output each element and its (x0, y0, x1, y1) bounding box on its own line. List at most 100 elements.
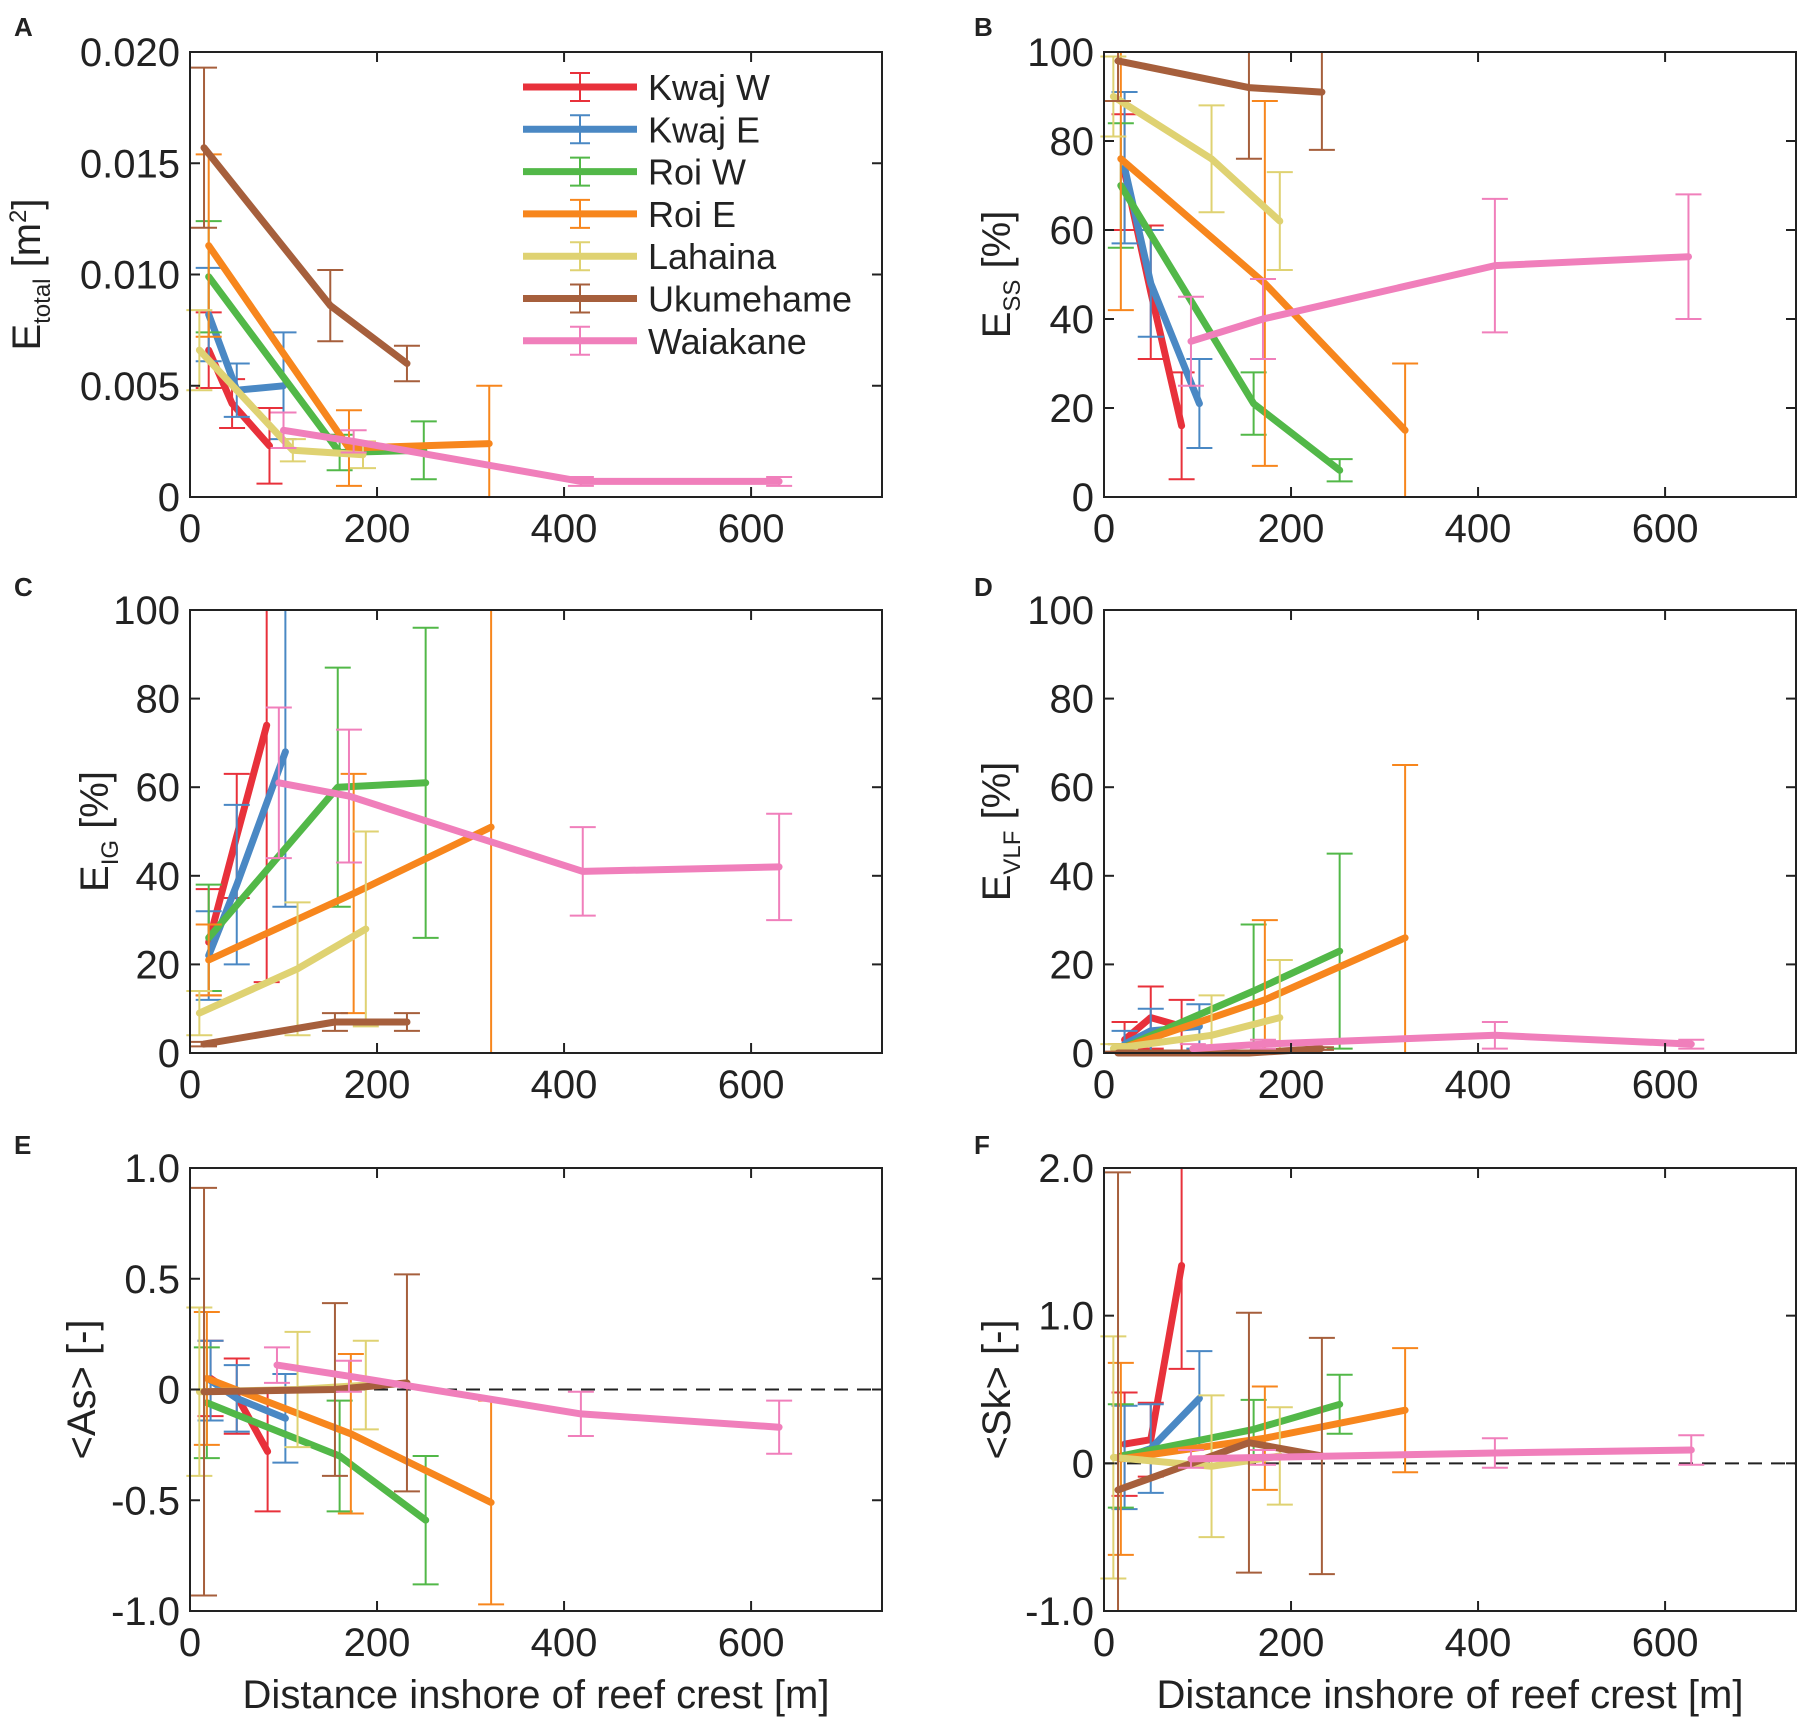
legend-label: Kwaj E (648, 109, 760, 150)
x-tick-label: 0 (179, 507, 201, 551)
y-tick-label: 60 (136, 766, 181, 810)
x-tick-label: 600 (1632, 1621, 1699, 1665)
panel-D: 0 200 400 600 0 20 40 60 80 100 D EVLF [%] (974, 572, 1797, 1107)
x-tick-label: 0 (1093, 1063, 1115, 1107)
y-axis-label: ESS [%] (975, 211, 1026, 339)
y-tick-label: 20 (1050, 943, 1095, 987)
y-axis-label: Etotal [m2] (5, 198, 56, 350)
x-tick-label: 200 (1258, 1063, 1325, 1107)
x-tick-label: 200 (1258, 507, 1325, 551)
x-tick-label: 600 (1632, 1063, 1699, 1107)
y-tick-label: 60 (1050, 209, 1095, 253)
legend-item-roi-w: Roi W (523, 152, 746, 193)
legend-label: Lahaina (648, 236, 777, 277)
y-axis-label: <Sk> [-] (975, 1319, 1019, 1459)
panel-letter: E (14, 1130, 31, 1160)
y-axis-label-main: E (975, 875, 1019, 902)
x-tick-label: 400 (1445, 1621, 1512, 1665)
series-lahaina (186, 830, 379, 1037)
series-line (1117, 934, 1409, 1053)
x-tick-label: 400 (531, 1063, 598, 1107)
panel-A: 0 200 400 600 0 0.005 0.010 0.015 0.020 A Etotal [… (5, 12, 883, 551)
series-ukumehame (191, 1012, 420, 1048)
y-tick-label: 0 (158, 476, 180, 520)
y-axis-label: <As> [-] (60, 1319, 104, 1459)
y-axis-label-unit: [%] (73, 771, 117, 840)
series-lahaina (1100, 55, 1293, 272)
y-tick-label: 0.010 (80, 254, 180, 298)
y-tick-label: 40 (1050, 298, 1095, 342)
y-tick-label: 100 (1027, 589, 1094, 633)
panel-letter: B (974, 12, 993, 42)
x-tick-label: 0 (179, 1063, 201, 1107)
series-ukumehame (1105, 1171, 1335, 1611)
y-tick-label: 0.015 (80, 142, 180, 186)
series-waiakane (1177, 193, 1702, 387)
series-line (1114, 57, 1326, 96)
series-line (1121, 1262, 1186, 1448)
series-line (200, 144, 411, 367)
axes-frame (1103, 1167, 1797, 1612)
series-line (1187, 1446, 1695, 1463)
legend-item-kwaj-e: Kwaj E (523, 109, 760, 150)
x-tick-label: 0 (1093, 1621, 1115, 1665)
x-tick-label: 200 (1258, 1621, 1325, 1665)
legend-item-lahaina: Lahaina (523, 236, 777, 277)
y-tick-label: 1.0 (124, 1147, 180, 1191)
y-tick-label: 100 (1027, 31, 1094, 75)
x-tick-label: 600 (718, 1621, 785, 1665)
y-tick-label: 80 (1050, 120, 1095, 164)
x-tick-label: 200 (344, 1621, 411, 1665)
series-line (195, 925, 370, 1017)
panel-letter: A (14, 12, 33, 42)
y-axis-label-end: ] (5, 198, 49, 209)
panel-F: 0 200 400 600-1.001.02.0F<Sk> [-]Distance i… (974, 1130, 1797, 1717)
series-waiakane (1179, 1020, 1705, 1053)
y-tick-label: 100 (113, 589, 180, 633)
series-line (1187, 253, 1692, 345)
x-tick-label: 400 (531, 507, 598, 551)
x-tick-label: 600 (718, 1063, 785, 1107)
series-ukumehame (191, 66, 420, 383)
y-tick-label: -0.5 (111, 1479, 180, 1523)
legend-item-ukumehame: Ukumehame (523, 279, 852, 320)
series-lahaina (1100, 958, 1293, 1053)
x-tick-label: 200 (344, 507, 411, 551)
x-axis-label: Distance inshore of reef crest [m] (1157, 1673, 1744, 1717)
series-waiakane (1177, 1434, 1705, 1469)
y-tick-label: -1.0 (1025, 1590, 1094, 1634)
y-axis-label-main: <Sk> [-] (975, 1319, 1019, 1459)
series-line (203, 1374, 495, 1506)
y-tick-label: 0.5 (124, 1258, 180, 1302)
axes-frame (189, 609, 883, 1054)
x-tick-label: 400 (531, 1621, 598, 1665)
legend-item-waiakane: Waiakane (523, 321, 807, 362)
series-roi-e (193, 1310, 505, 1606)
series-ukumehame (191, 1186, 420, 1597)
y-tick-label: 0 (158, 1032, 180, 1076)
legend-label: Roi W (648, 152, 746, 193)
panel-letter: C (14, 572, 33, 602)
series-roi-e (195, 153, 503, 497)
x-axis-label: Distance inshore of reef crest [m] (243, 1673, 830, 1717)
legend-item-roi-e: Roi E (523, 194, 736, 235)
y-tick-label: 60 (1050, 766, 1095, 810)
y-tick-label: 40 (136, 855, 181, 899)
axes-frame (1103, 609, 1797, 1054)
y-axis-label-main: E (73, 865, 117, 892)
y-tick-label: 1.0 (1038, 1295, 1094, 1339)
legend-label: Waiakane (648, 321, 807, 362)
y-tick-label: 20 (136, 943, 181, 987)
x-tick-label: 0 (179, 1621, 201, 1665)
y-axis-label-main: E (975, 312, 1019, 339)
x-tick-label: 400 (1445, 507, 1512, 551)
axes-frame (1103, 51, 1797, 498)
panel-letter: F (974, 1130, 990, 1160)
panel-letter: D (974, 572, 993, 602)
y-tick-label: 2.0 (1038, 1147, 1094, 1191)
y-axis-label-subscript: IG (97, 840, 124, 865)
y-tick-label: 0 (1072, 1032, 1094, 1076)
legend-label: Roi E (648, 194, 736, 235)
y-axis-label-superscript: 2 (5, 210, 32, 223)
